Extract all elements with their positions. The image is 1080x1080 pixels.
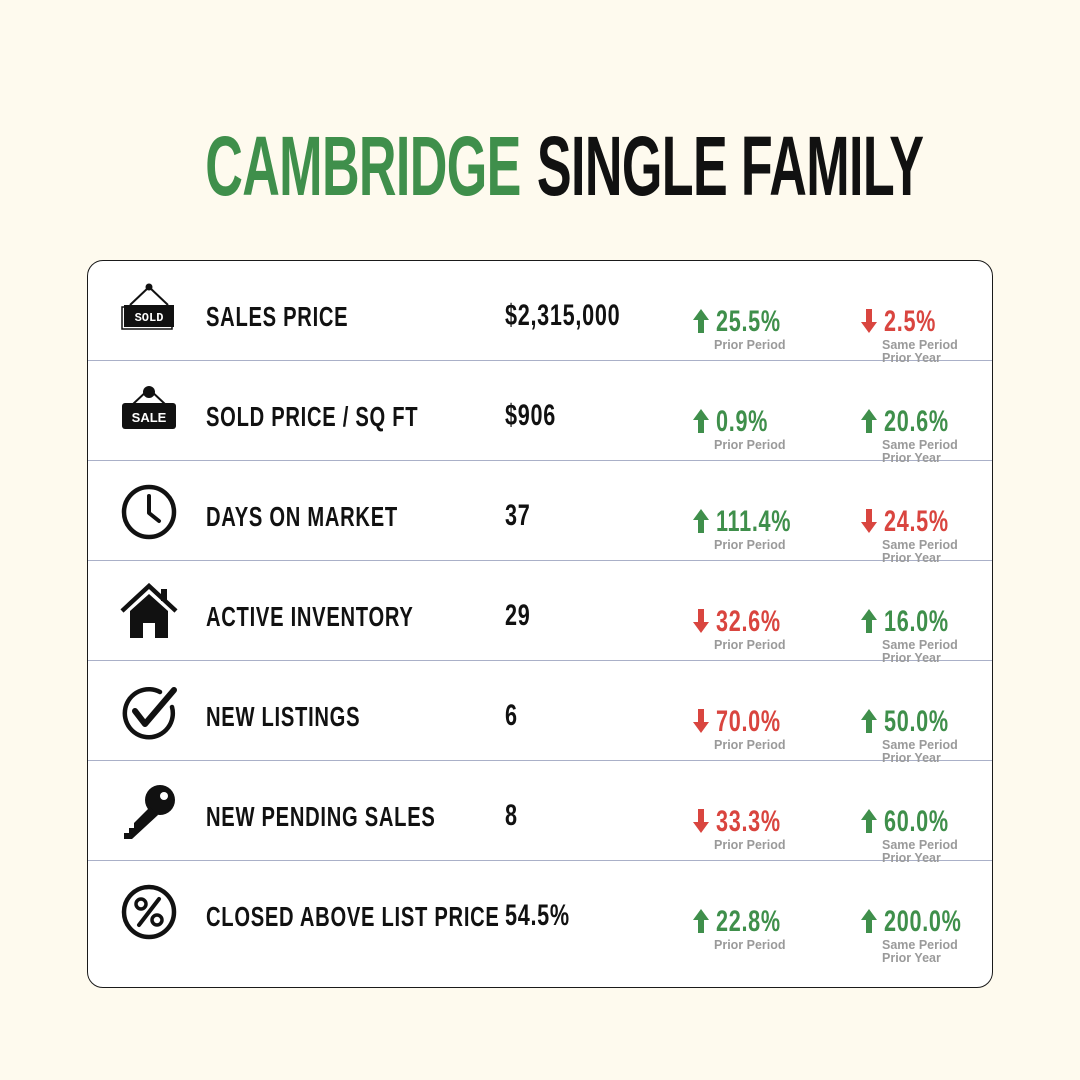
metric-label: SALES PRICE bbox=[206, 301, 349, 332]
change-caption: Prior Period bbox=[714, 638, 786, 652]
house-icon bbox=[120, 583, 178, 641]
arrow-down-icon bbox=[692, 608, 710, 634]
change-caption: Same Period Prior Year bbox=[882, 839, 958, 865]
change-caption: Same Period Prior Year bbox=[882, 639, 958, 665]
change-percent: 22.8% bbox=[716, 905, 781, 938]
caption-line-2: Prior Year bbox=[882, 651, 941, 665]
caption-line-1: Same Period bbox=[882, 738, 958, 752]
metric-label: ACTIVE INVENTORY bbox=[206, 601, 414, 632]
caption-line-2: Prior Year bbox=[882, 751, 941, 765]
svg-text:SALE: SALE bbox=[132, 410, 167, 425]
sale-sign-icon: SALE bbox=[120, 383, 178, 441]
metric-value: 6 bbox=[505, 699, 518, 732]
caption-line-2: Prior Year bbox=[882, 551, 941, 565]
title-property-type: SINGLE FAMILY bbox=[536, 119, 924, 213]
metrics-table: SOLD SALES PRICE $2,315,000 25.5% Prior … bbox=[87, 260, 993, 988]
metric-row-sales-price: SOLD SALES PRICE $2,315,000 25.5% Prior … bbox=[88, 261, 992, 365]
change-percent: 25.5% bbox=[716, 305, 781, 338]
caption-line-1: Same Period bbox=[882, 538, 958, 552]
metric-label: CLOSED ABOVE LIST PRICE bbox=[206, 901, 500, 932]
metric-value: $2,315,000 bbox=[505, 299, 621, 332]
metric-value: 37 bbox=[505, 499, 531, 532]
caption-line-2: Prior Year bbox=[882, 951, 941, 965]
svg-text:SOLD: SOLD bbox=[135, 311, 164, 325]
arrow-down-icon bbox=[860, 508, 878, 534]
metric-label: DAYS ON MARKET bbox=[206, 501, 398, 532]
metric-label: NEW LISTINGS bbox=[206, 701, 361, 732]
metric-value: 29 bbox=[505, 599, 531, 632]
arrow-up-icon bbox=[692, 908, 710, 934]
title-city: CAMBRIDGE bbox=[205, 119, 521, 213]
arrow-up-icon bbox=[692, 508, 710, 534]
percent-circle-icon bbox=[120, 883, 178, 941]
change-percent: 50.0% bbox=[884, 705, 949, 738]
change-caption: Prior Period bbox=[714, 738, 786, 752]
clock-icon bbox=[120, 483, 178, 541]
caption-line-1: Same Period bbox=[882, 338, 958, 352]
change-percent: 0.9% bbox=[716, 405, 769, 438]
caption-line-1: Same Period bbox=[882, 638, 958, 652]
metric-row-new-pending-sales: NEW PENDING SALES 8 33.3% Prior Period 6… bbox=[88, 761, 992, 865]
arrow-up-icon bbox=[860, 708, 878, 734]
metric-label: NEW PENDING SALES bbox=[206, 801, 436, 832]
metric-row-new-listings: NEW LISTINGS 6 70.0% Prior Period 50.0% … bbox=[88, 661, 992, 765]
change-percent: 70.0% bbox=[716, 705, 781, 738]
change-caption: Same Period Prior Year bbox=[882, 739, 958, 765]
caption-line-1: Same Period bbox=[882, 438, 958, 452]
metric-row-sold-price-sqft: SALE SOLD PRICE / SQ FT $906 0.9% Prior … bbox=[88, 361, 992, 465]
arrow-up-icon bbox=[860, 608, 878, 634]
sold-sign-icon: SOLD bbox=[120, 283, 178, 341]
metric-value: $906 bbox=[505, 399, 556, 432]
change-caption: Prior Period bbox=[714, 338, 786, 352]
page-title: CAMBRIDGE SINGLE FAMILY bbox=[205, 118, 924, 215]
arrow-down-icon bbox=[692, 708, 710, 734]
change-percent: 60.0% bbox=[884, 805, 949, 838]
arrow-up-icon bbox=[692, 308, 710, 334]
change-caption: Same Period Prior Year bbox=[882, 339, 958, 365]
caption-line-2: Prior Year bbox=[882, 851, 941, 865]
change-caption: Same Period Prior Year bbox=[882, 439, 958, 465]
metric-value: 8 bbox=[505, 799, 518, 832]
change-percent: 111.4% bbox=[716, 505, 792, 538]
change-percent: 20.6% bbox=[884, 405, 949, 438]
change-caption: Same Period Prior Year bbox=[882, 539, 958, 565]
metric-label: SOLD PRICE / SQ FT bbox=[206, 401, 419, 432]
caption-line-2: Prior Year bbox=[882, 351, 941, 365]
arrow-down-icon bbox=[860, 308, 878, 334]
arrow-up-icon bbox=[860, 408, 878, 434]
caption-line-2: Prior Year bbox=[882, 451, 941, 465]
arrow-up-icon bbox=[860, 808, 878, 834]
change-percent: 33.3% bbox=[716, 805, 781, 838]
change-caption: Same Period Prior Year bbox=[882, 939, 958, 965]
arrow-up-icon bbox=[860, 908, 878, 934]
change-caption: Prior Period bbox=[714, 538, 786, 552]
change-percent: 200.0% bbox=[884, 905, 962, 938]
change-caption: Prior Period bbox=[714, 838, 786, 852]
metric-row-closed-above-list: CLOSED ABOVE LIST PRICE 54.5% 22.8% Prio… bbox=[88, 861, 992, 965]
metric-value: 54.5% bbox=[505, 899, 570, 932]
metric-row-days-on-market: DAYS ON MARKET 37 111.4% Prior Period 24… bbox=[88, 461, 992, 565]
change-caption: Prior Period bbox=[714, 438, 786, 452]
change-percent: 24.5% bbox=[884, 505, 949, 538]
change-percent: 2.5% bbox=[884, 305, 937, 338]
checkmark-circle-icon bbox=[120, 683, 178, 741]
change-percent: 16.0% bbox=[884, 605, 949, 638]
arrow-down-icon bbox=[692, 808, 710, 834]
change-caption: Prior Period bbox=[714, 938, 786, 952]
metric-row-active-inventory: ACTIVE INVENTORY 29 32.6% Prior Period 1… bbox=[88, 561, 992, 665]
caption-line-1: Same Period bbox=[882, 938, 958, 952]
caption-line-1: Same Period bbox=[882, 838, 958, 852]
change-percent: 32.6% bbox=[716, 605, 781, 638]
key-icon bbox=[120, 783, 178, 841]
arrow-up-icon bbox=[692, 408, 710, 434]
